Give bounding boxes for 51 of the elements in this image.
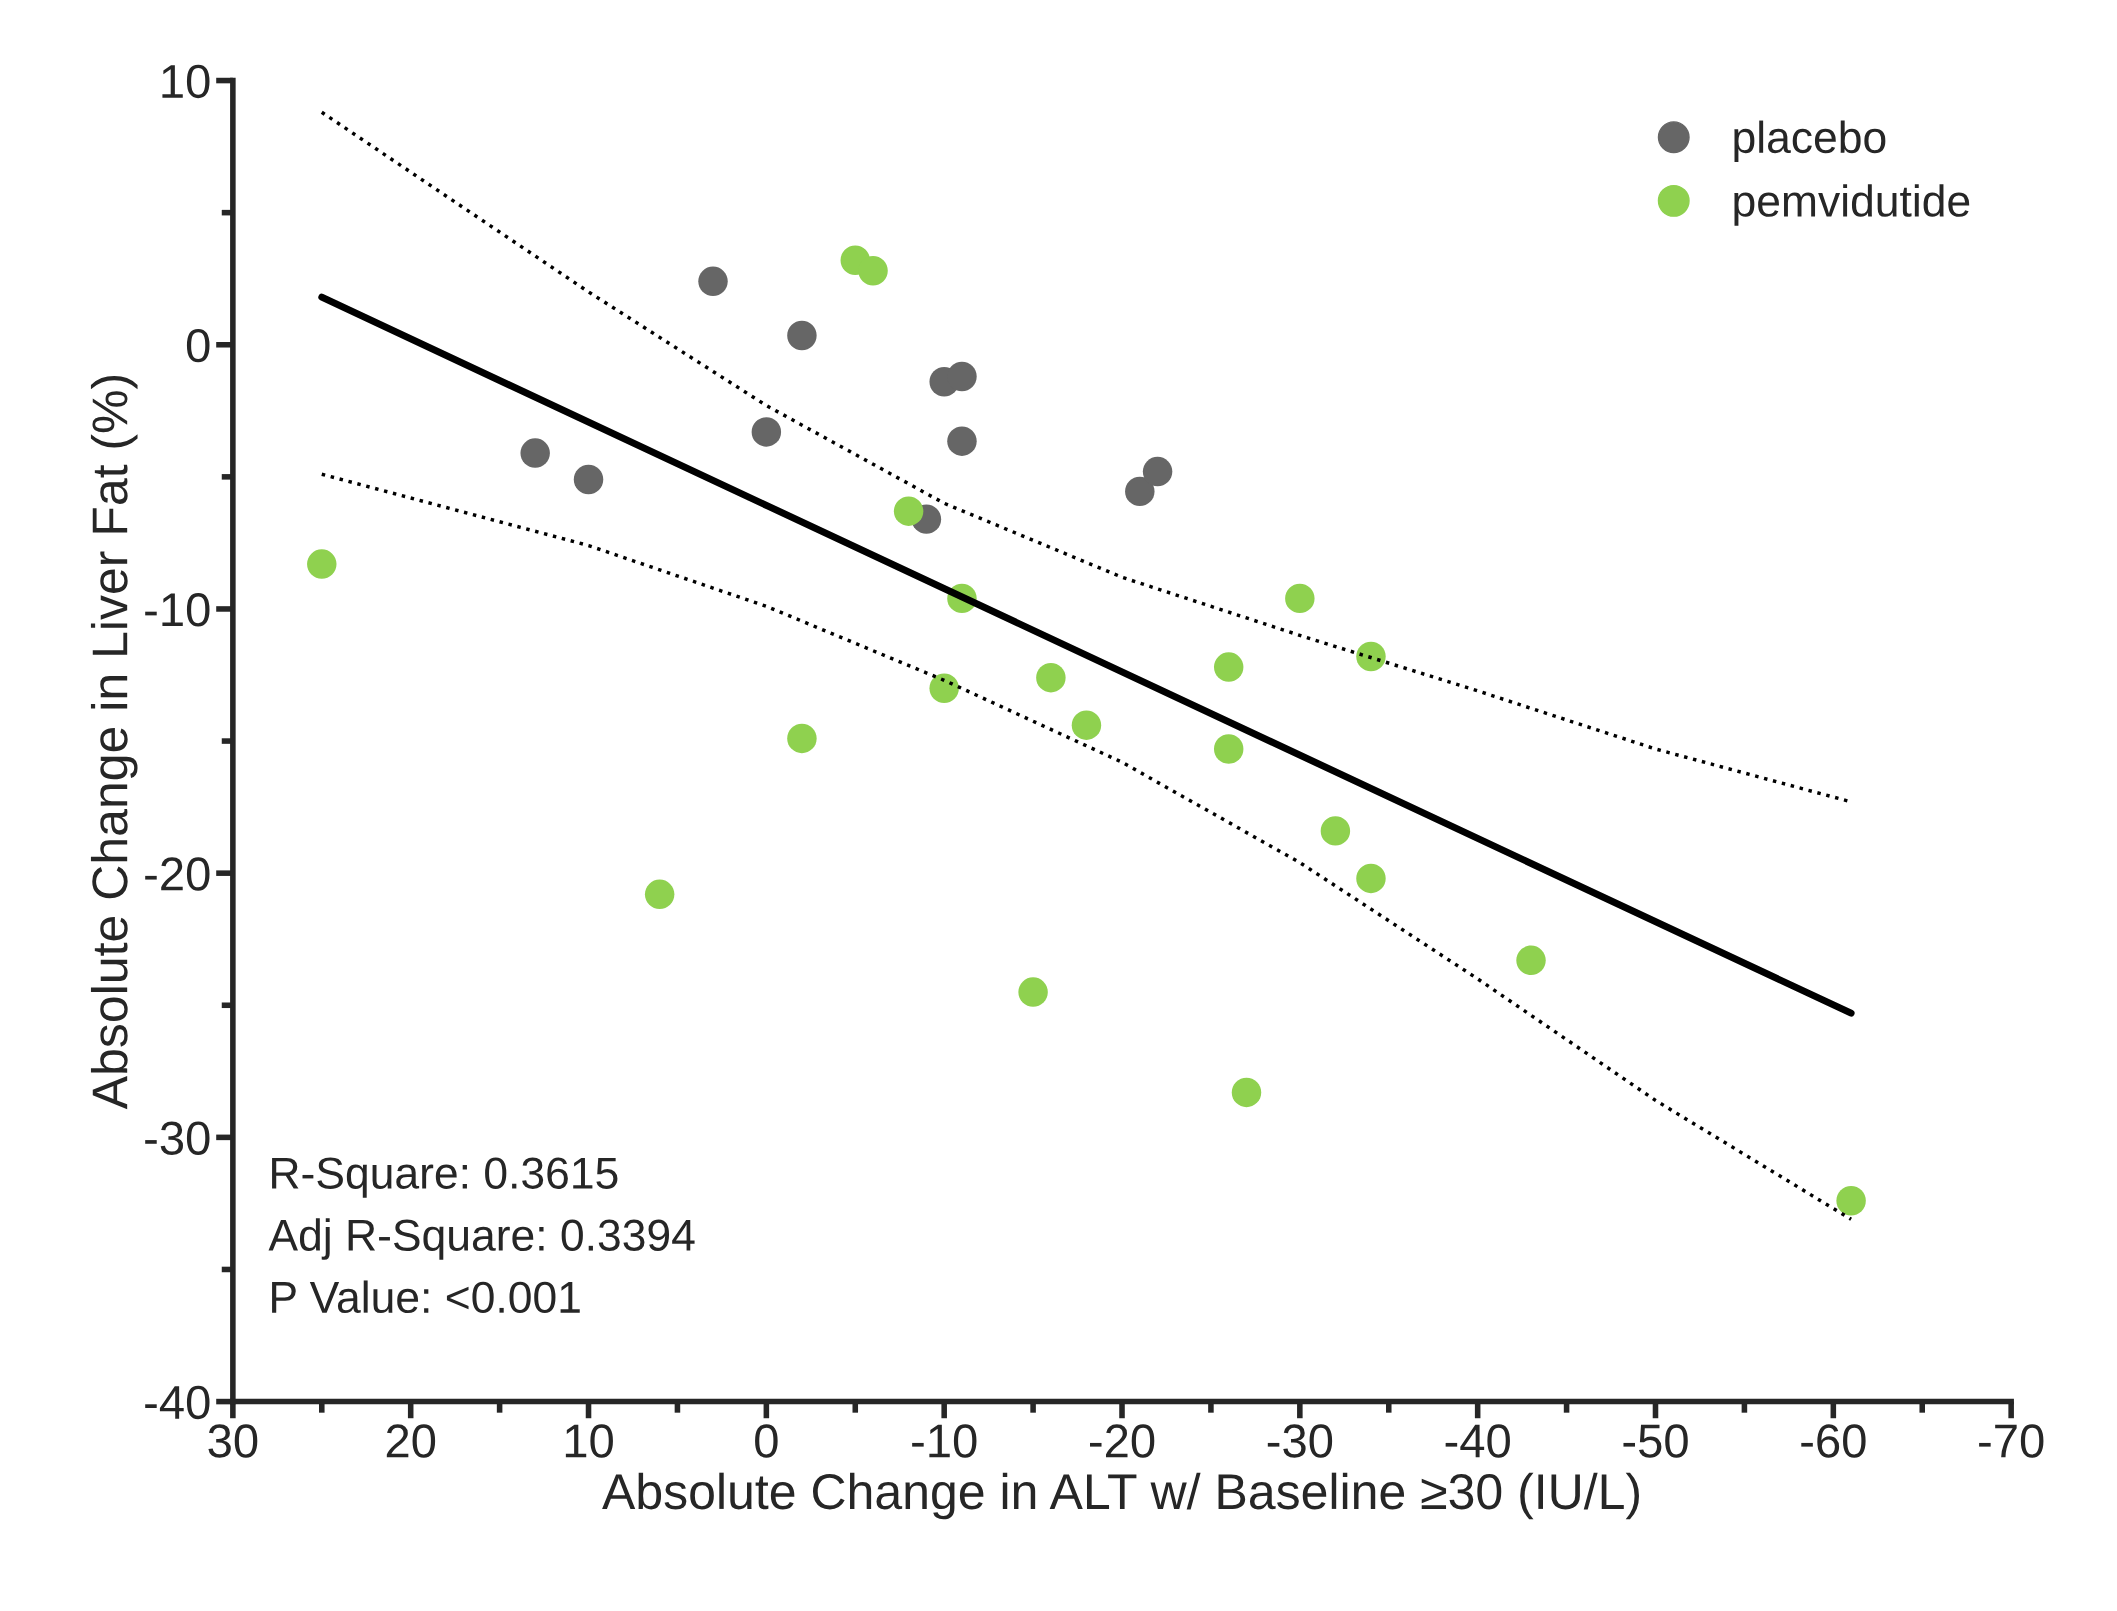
- annotation: R-Square: 0.3615: [272, 1157, 618, 1198]
- point: [947, 426, 977, 456]
- point: [893, 496, 924, 526]
- point: [1836, 1186, 1866, 1216]
- legend-label: placebo: [1734, 120, 1886, 162]
- annotation: Adj R-Square: 0.3394: [268, 1218, 695, 1260]
- point: [1285, 583, 1315, 614]
- point: [1231, 1077, 1262, 1108]
- point: [1071, 710, 1102, 740]
- x-tick-label: 20: [386, 1424, 436, 1458]
- y-tick-label: 10: [162, 64, 210, 99]
- point: [787, 320, 817, 351]
- point: [307, 549, 337, 579]
- x-tick-label: 0: [755, 1424, 778, 1458]
- y-tick-label: -40: [145, 1385, 210, 1420]
- point: [1516, 945, 1546, 976]
- point: [573, 464, 604, 495]
- x-tick-label: -70: [1979, 1424, 2044, 1458]
- x-tick-label: -30: [1267, 1424, 1333, 1458]
- x-tick-label: -20: [1089, 1424, 1155, 1458]
- y-tick-label: -10: [145, 593, 210, 627]
- point: [787, 723, 817, 754]
- point: [1018, 977, 1048, 1007]
- x-tick-label: -10: [912, 1424, 977, 1458]
- point: [1356, 863, 1386, 894]
- point: [1125, 476, 1155, 507]
- point: [929, 673, 959, 703]
- point: [644, 879, 675, 910]
- point: [1213, 652, 1244, 682]
- x-tick-label: -50: [1623, 1424, 1688, 1458]
- point: [947, 361, 977, 392]
- point: [1356, 641, 1386, 672]
- x-tick-label: 30: [208, 1424, 258, 1458]
- point: [1213, 734, 1244, 764]
- y-axis-title: Absolute Change in Liver Fat (%): [90, 375, 138, 1110]
- point: [751, 417, 782, 447]
- point: [1320, 816, 1351, 846]
- y-tick-label: 0: [186, 328, 210, 363]
- legend-label: pemvidutide: [1734, 184, 1970, 226]
- x-tick-label: -40: [1445, 1424, 1510, 1458]
- x-tick-label: 10: [565, 1424, 613, 1458]
- annotation: P Value: <0.001: [272, 1280, 580, 1314]
- point: [520, 438, 550, 468]
- y-tick-label: -20: [145, 857, 210, 891]
- x-tick-label: -60: [1801, 1424, 1866, 1458]
- point: [698, 266, 728, 297]
- y-tick-label: -30: [145, 1121, 210, 1155]
- point: [858, 256, 888, 286]
- point: [1036, 662, 1066, 693]
- x-axis-title: Absolute Change in ALT w/ Baseline ≥30 (IU/L): [602, 1472, 1639, 1520]
- point: [1142, 456, 1173, 487]
